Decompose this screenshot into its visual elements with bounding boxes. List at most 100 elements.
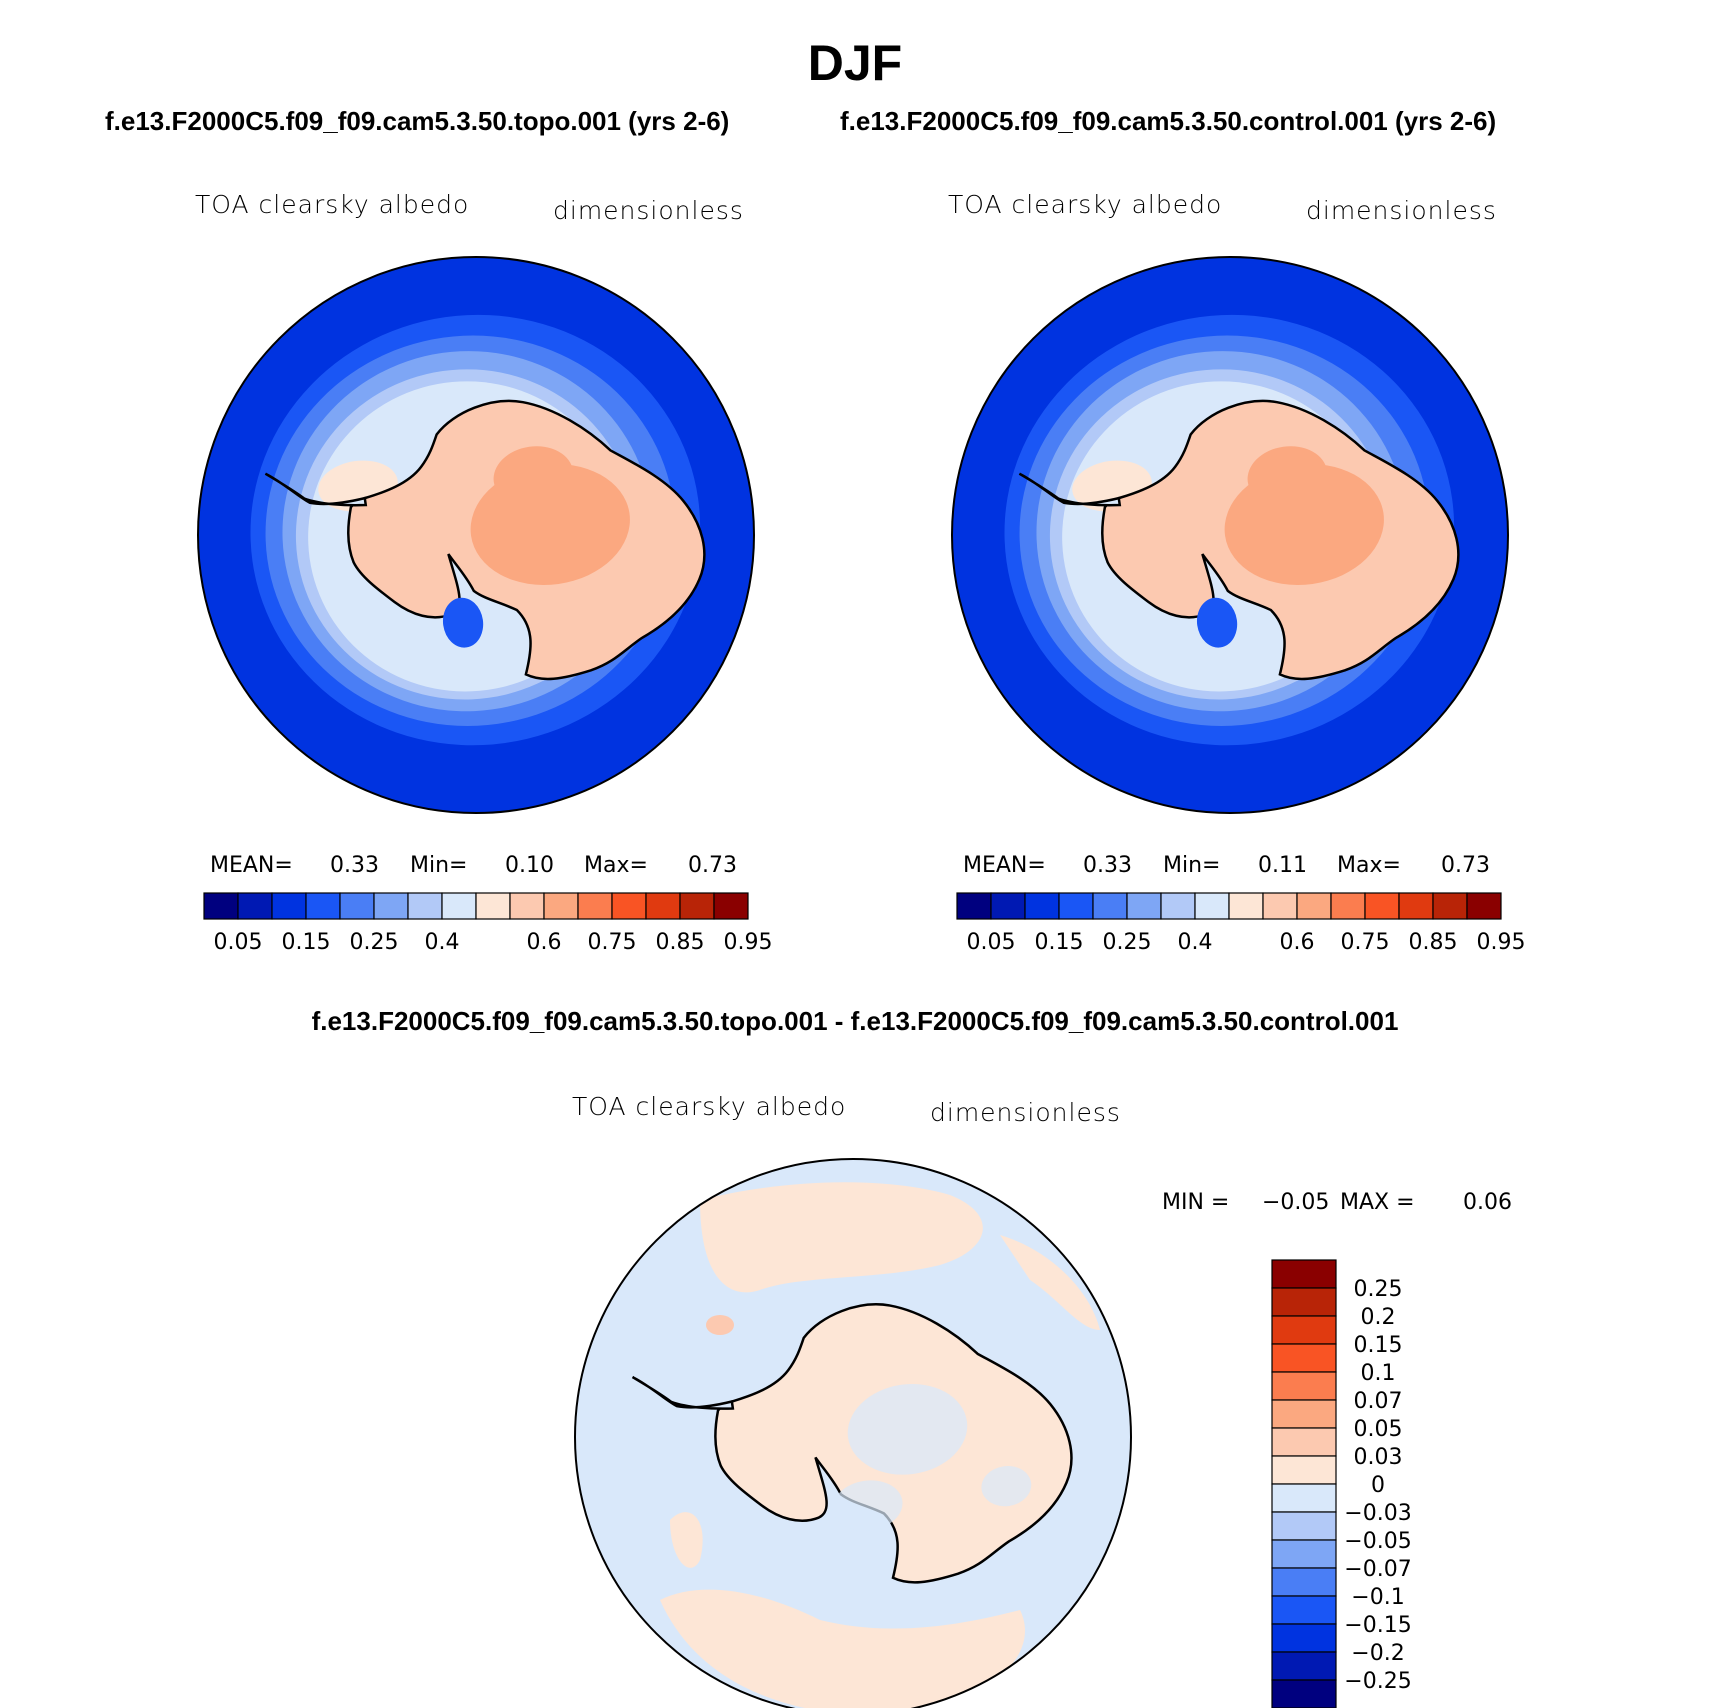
colorbar-diff-swatch-4 [1271, 1371, 1337, 1401]
panel1-max-value: 0.73 [688, 853, 737, 878]
diff-min-label: MIN = [1162, 1190, 1230, 1215]
colorbar-diff-swatch-14 [1271, 1651, 1337, 1681]
colorbar-panel2-label-3: 0.4 [1178, 930, 1213, 955]
colorbar-diff [1271, 1259, 1337, 1708]
colorbar-panel1-swatch-5 [373, 892, 409, 920]
panel2-max-value: 0.73 [1441, 853, 1490, 878]
colorbar-panel1-swatch-6 [407, 892, 443, 920]
colorbar-panel2 [956, 892, 1502, 920]
colorbar-diff-label-2: 0.15 [1354, 1333, 1403, 1358]
diff-max-value: 0.06 [1463, 1190, 1512, 1215]
colorbar-panel2-label-7: 0.95 [1477, 930, 1526, 955]
colorbar-diff-label-14: −0.25 [1344, 1669, 1411, 1694]
colorbar-panel2-swatch-12 [1364, 892, 1400, 920]
colorbar-panel2-swatch-10 [1296, 892, 1332, 920]
panel2-max-label: Max= [1337, 853, 1401, 878]
colorbar-diff-swatch-11 [1271, 1567, 1337, 1597]
colorbar-panel1 [203, 892, 749, 920]
colorbar-panel2-swatch-1 [990, 892, 1026, 920]
panel1-mean-value: 0.33 [330, 853, 379, 878]
colorbar-panel2-swatch-3 [1058, 892, 1094, 920]
colorbar-panel1-label-0: 0.05 [214, 930, 263, 955]
colorbar-panel1-label-3: 0.4 [425, 930, 460, 955]
colorbar-panel1-labels: 0.05 0.15 0.25 0.4 0.6 0.75 0.85 0.95 [214, 930, 773, 955]
colorbar-diff-swatch-0 [1271, 1259, 1337, 1289]
colorbar-panel1-swatch-3 [305, 892, 341, 920]
colorbar-diff-swatch-6 [1271, 1427, 1337, 1457]
colorbar-diff-label-3: 0.1 [1361, 1361, 1396, 1386]
colorbar-panel1-swatch-13 [645, 892, 681, 920]
case-title-right: f.e13.F2000C5.f09_f09.cam5.3.50.control.… [840, 106, 1497, 136]
colorbar-panel2-label-1: 0.15 [1035, 930, 1084, 955]
panel2-min-value: 0.11 [1258, 853, 1307, 878]
colorbar-panel2-swatch-5 [1126, 892, 1162, 920]
colorbar-diff-swatch-7 [1271, 1455, 1337, 1485]
colorbar-diff-swatch-5 [1271, 1399, 1337, 1429]
colorbar-panel1-label-2: 0.25 [350, 930, 399, 955]
colorbar-panel2-swatch-7 [1194, 892, 1230, 920]
colorbar-diff-label-0: 0.25 [1354, 1277, 1403, 1302]
colorbar-panel2-swatch-4 [1092, 892, 1128, 920]
colorbar-panel2-swatch-14 [1432, 892, 1468, 920]
colorbar-diff-label-10: −0.07 [1344, 1557, 1411, 1582]
colorbar-panel2-swatch-15 [1466, 892, 1502, 920]
colorbar-diff-label-6: 0.03 [1354, 1445, 1403, 1470]
colorbar-diff-label-5: 0.05 [1354, 1417, 1403, 1442]
colorbar-panel2-labels: 0.05 0.15 0.25 0.4 0.6 0.75 0.85 0.95 [967, 930, 1526, 955]
colorbar-panel2-label-2: 0.25 [1103, 930, 1152, 955]
diff-max-label: MAX = [1340, 1190, 1415, 1215]
diff-units-label: dimensionless [930, 1098, 1121, 1127]
colorbar-diff-swatch-3 [1271, 1343, 1337, 1373]
colorbar-panel1-swatch-4 [339, 892, 375, 920]
panel2-map [951, 256, 1509, 814]
panel2-min-label: Min= [1163, 853, 1221, 878]
colorbar-diff-label-13: −0.2 [1351, 1641, 1404, 1666]
colorbar-panel1-swatch-9 [509, 892, 545, 920]
colorbar-panel2-label-5: 0.75 [1341, 930, 1390, 955]
panel1-max-label: Max= [584, 853, 648, 878]
colorbar-diff-label-1: 0.2 [1361, 1305, 1396, 1330]
colorbar-panel1-label-5: 0.75 [588, 930, 637, 955]
panel1-mean-label: MEAN= [210, 853, 293, 878]
colorbar-panel1-swatch-7 [441, 892, 477, 920]
colorbar-panel1-swatch-1 [237, 892, 273, 920]
colorbar-diff-swatch-15 [1271, 1679, 1337, 1708]
panel2-units-label: dimensionless [1306, 196, 1497, 225]
colorbar-panel1-swatch-8 [475, 892, 511, 920]
colorbar-panel2-swatch-9 [1262, 892, 1298, 920]
colorbar-panel1-label-6: 0.85 [656, 930, 705, 955]
colorbar-diff-swatch-1 [1271, 1287, 1337, 1317]
colorbar-diff-label-9: −0.05 [1344, 1529, 1411, 1554]
colorbar-panel1-swatch-15 [713, 892, 749, 920]
colorbar-diff-swatch-8 [1271, 1483, 1337, 1513]
colorbar-diff-swatch-13 [1271, 1623, 1337, 1653]
diff-min-value: −0.05 [1262, 1190, 1330, 1215]
colorbar-panel2-label-4: 0.6 [1280, 930, 1315, 955]
panel1-units-label: dimensionless [553, 196, 744, 225]
colorbar-panel1-swatch-2 [271, 892, 307, 920]
panel1-min-value: 0.10 [505, 853, 554, 878]
diff-title: f.e13.F2000C5.f09_f09.cam5.3.50.topo.001… [311, 1006, 1399, 1036]
colorbar-panel2-swatch-8 [1228, 892, 1264, 920]
colorbar-diff-label-4: 0.07 [1354, 1389, 1403, 1414]
colorbar-panel1-swatch-0 [203, 892, 239, 920]
page-title: DJF [807, 35, 903, 91]
colorbar-diff-swatch-9 [1271, 1511, 1337, 1541]
colorbar-panel1-label-7: 0.95 [724, 930, 773, 955]
colorbar-panel2-label-0: 0.05 [967, 930, 1016, 955]
colorbar-diff-swatch-10 [1271, 1539, 1337, 1569]
colorbar-diff-label-8: −0.03 [1344, 1501, 1411, 1526]
panel2-variable-label: TOA clearsky albedo [948, 190, 1223, 219]
diff-variable-label: TOA clearsky albedo [572, 1092, 847, 1121]
colorbar-panel2-swatch-13 [1398, 892, 1434, 920]
colorbar-panel1-swatch-11 [577, 892, 613, 920]
colorbar-panel2-swatch-0 [956, 892, 992, 920]
colorbar-panel2-label-6: 0.85 [1409, 930, 1458, 955]
colorbar-diff-labels: 0.25 0.2 0.15 0.1 0.07 0.05 0.03 0 −0.03 −0.05 −0.… [1344, 1277, 1411, 1694]
case-title-left: f.e13.F2000C5.f09_f09.cam5.3.50.topo.001… [105, 106, 730, 136]
colorbar-diff-swatch-2 [1271, 1315, 1337, 1345]
colorbar-diff-swatch-12 [1271, 1595, 1337, 1625]
colorbar-panel1-label-4: 0.6 [527, 930, 562, 955]
colorbar-panel1-swatch-14 [679, 892, 715, 920]
panel1-map [197, 256, 755, 814]
